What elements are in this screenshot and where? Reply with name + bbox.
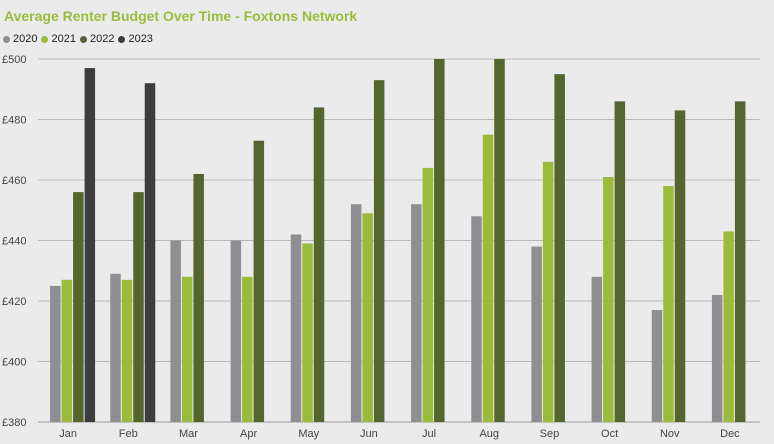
legend-item-2021: 2021: [41, 33, 76, 45]
bar-2021-dec: [723, 231, 734, 422]
bar-2021-jul: [422, 167, 434, 422]
y-tick-label: £400: [2, 357, 26, 369]
x-tick-label: Jan: [59, 428, 77, 440]
x-tick-label: Dec: [720, 428, 740, 440]
x-tick-label: Oct: [601, 428, 618, 440]
bar-2021-feb: [121, 279, 133, 422]
legend-item-2022: 2022: [79, 33, 115, 45]
bar-2022-may: [313, 107, 325, 423]
y-tick-label: £460: [2, 175, 26, 187]
bar-2022-feb: [133, 192, 144, 422]
bar-2021-mar: [181, 276, 193, 422]
legend-item-2023: 2023: [118, 33, 153, 45]
y-tick-label: £380: [2, 417, 26, 429]
x-tick-label: Mar: [179, 428, 198, 440]
bar-2023-jan: [84, 68, 96, 422]
bar-2022-jun: [373, 80, 385, 423]
bar-2020-apr: [230, 240, 242, 422]
bar-2022-sep: [554, 74, 565, 422]
legend-marker: [3, 35, 10, 43]
x-tick-label: Aug: [479, 428, 499, 440]
bar-2020-may: [290, 234, 302, 422]
x-tick-label: Nov: [660, 428, 680, 440]
bar-2020-dec: [711, 294, 723, 422]
x-tick-label: Feb: [119, 428, 138, 440]
bar-2020-sep: [531, 246, 542, 422]
bar-2021-sep: [542, 161, 554, 422]
bar-2022-dec: [734, 101, 746, 422]
bar-2020-jul: [411, 204, 422, 422]
legend-marker: [41, 35, 49, 43]
bar-2022-apr: [253, 140, 265, 423]
legend-marker: [118, 35, 126, 43]
bar-2020-feb: [110, 273, 121, 422]
legend-label: 2023: [128, 33, 153, 45]
bar-2020-jan: [50, 285, 61, 422]
bar-2020-oct: [591, 276, 603, 422]
legend-marker: [79, 35, 87, 43]
bar-2023-feb: [144, 83, 156, 422]
bar-2020-jun: [350, 204, 362, 422]
bar-2020-nov: [651, 310, 663, 422]
chart-legend: 2020 2021 2022 2023: [3, 33, 153, 45]
x-tick-label: Sep: [540, 428, 560, 440]
bar-2020-aug: [471, 216, 482, 422]
bar-2020-mar: [170, 240, 181, 422]
y-tick-label: £440: [2, 236, 26, 248]
bar-2021-apr: [242, 276, 253, 422]
bar-2021-aug: [482, 134, 494, 422]
bar-2022-jan: [73, 192, 84, 422]
bar-2021-nov: [663, 186, 674, 422]
legend-label: 2020: [13, 33, 38, 45]
y-tick-label: £420: [2, 296, 26, 308]
x-tick-label: May: [298, 428, 319, 440]
chart-title: Average Renter Budget Over Time - Foxton…: [4, 8, 358, 24]
y-tick-label: £480: [2, 115, 26, 127]
bar-2022-aug: [494, 59, 505, 422]
bar-2022-jul: [434, 59, 445, 422]
x-tick-label: Jul: [422, 428, 436, 440]
legend-label: 2022: [89, 33, 115, 45]
x-tick-label: Apr: [240, 428, 257, 440]
x-tick-label: Jun: [360, 428, 378, 440]
legend-item-2020: 2020: [3, 33, 37, 45]
bar-2022-mar: [193, 173, 204, 422]
bar-2021-jun: [362, 213, 373, 422]
bar-2022-oct: [614, 101, 626, 422]
bar-2021-oct: [603, 176, 614, 422]
bar-2021-may: [302, 243, 313, 422]
legend-label: 2021: [51, 33, 76, 45]
bar-2021-jan: [61, 279, 73, 422]
bar-2022-nov: [674, 110, 686, 423]
y-tick-label: £500: [2, 54, 26, 66]
